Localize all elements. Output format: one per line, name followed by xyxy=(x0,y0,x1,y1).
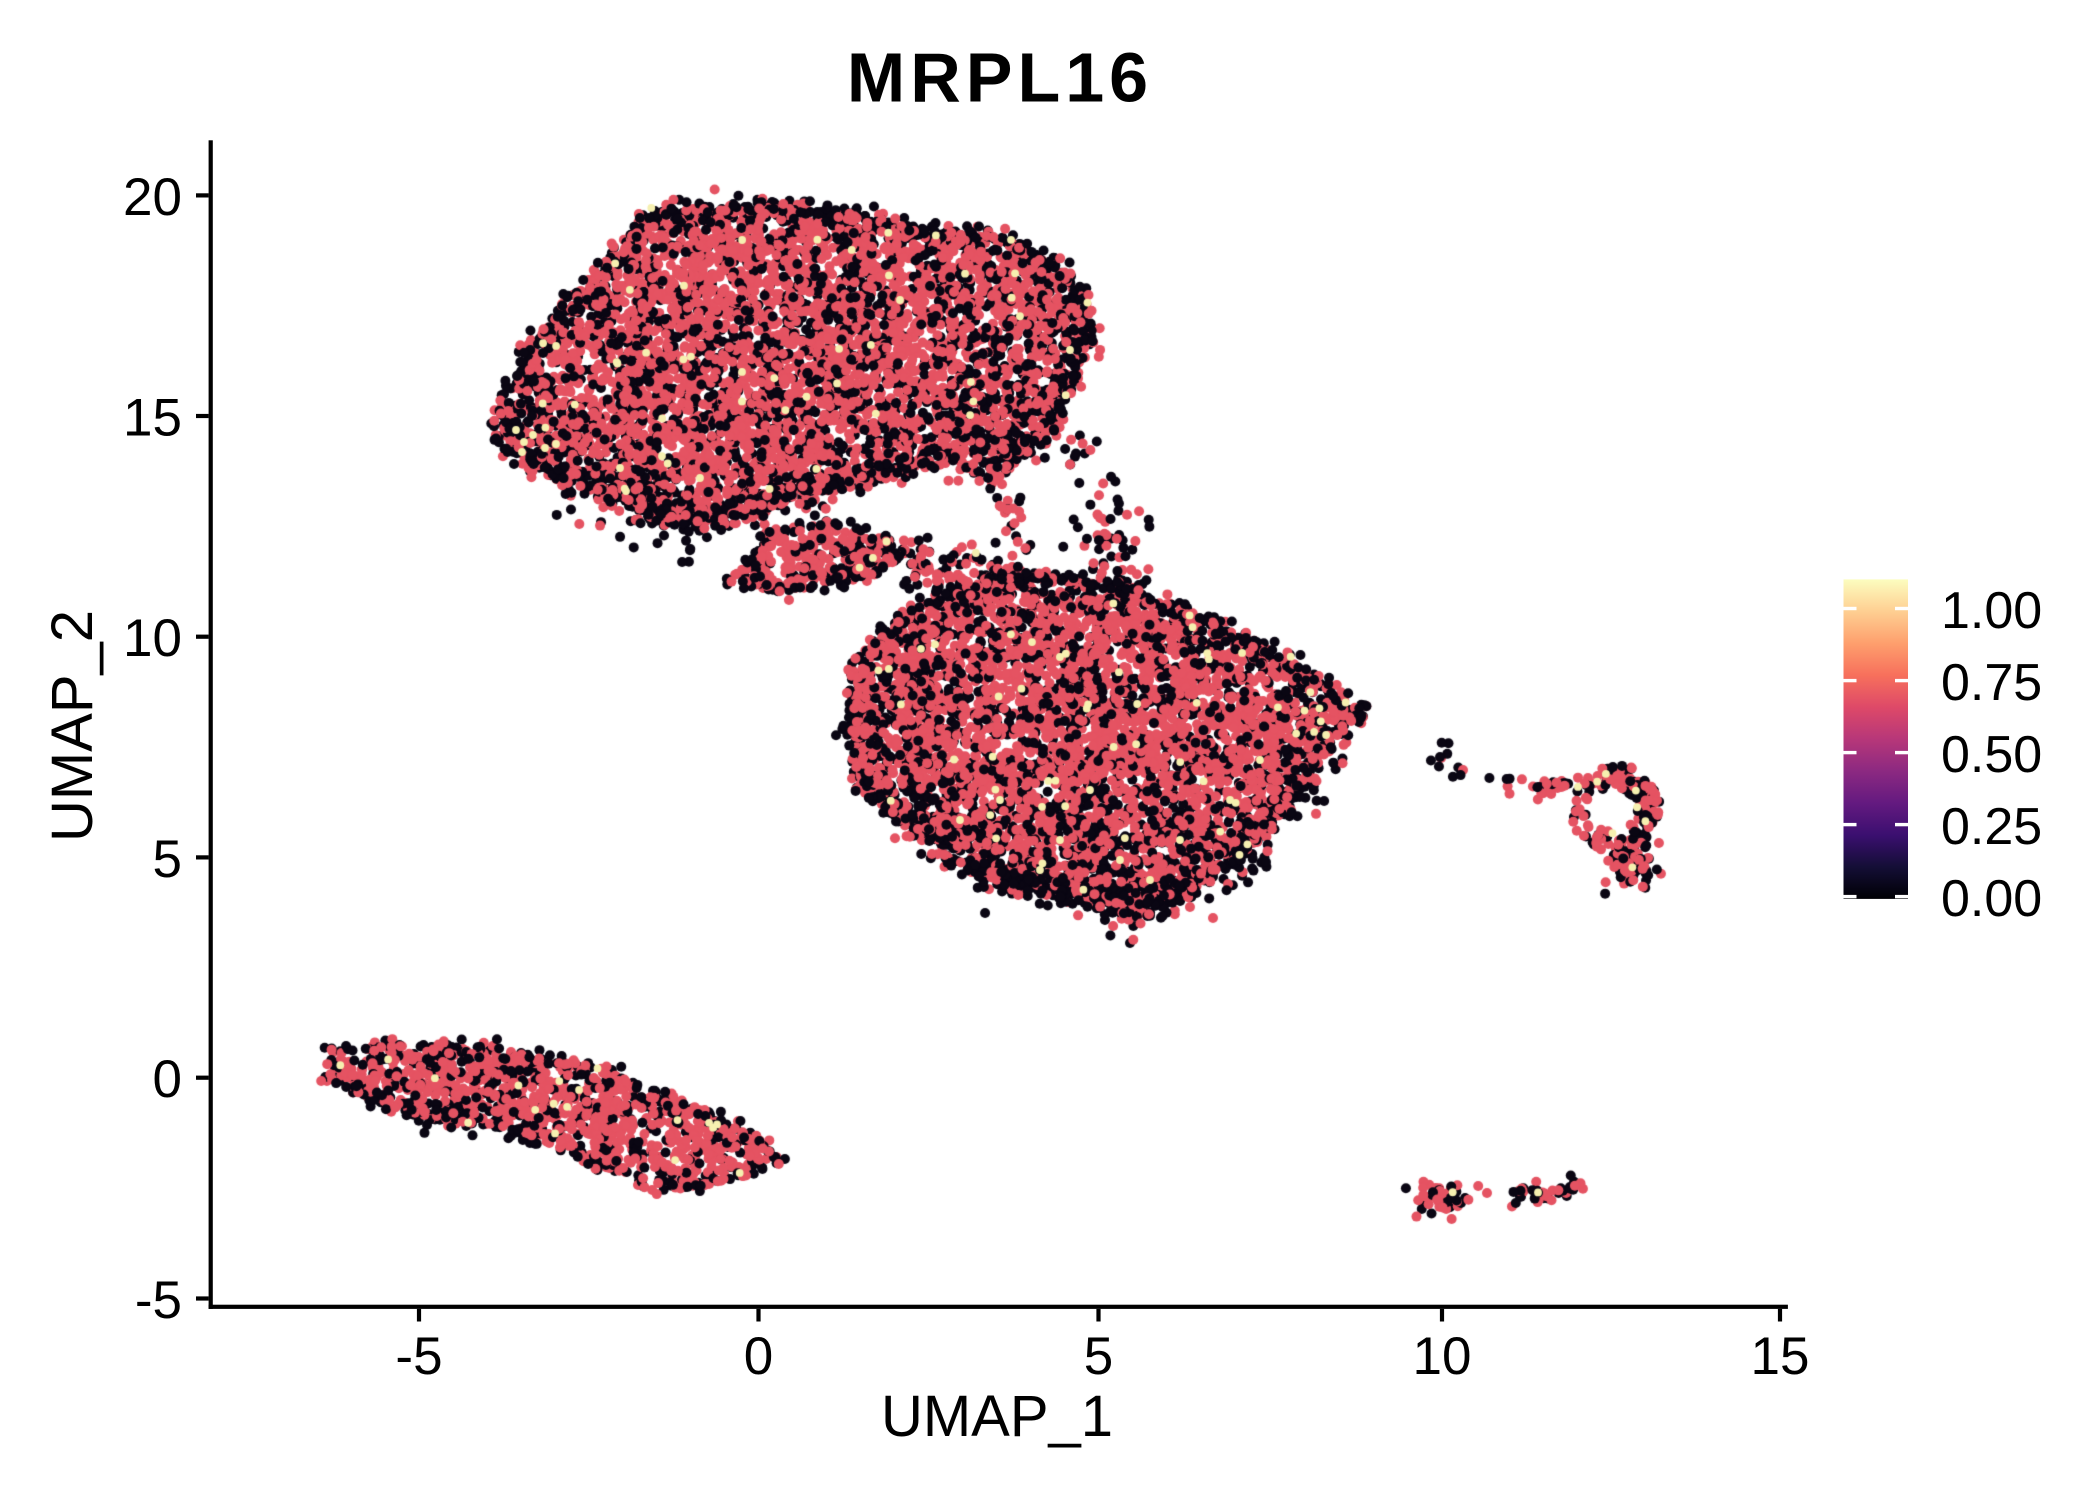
svg-text:MRPL16: MRPL16 xyxy=(847,39,1153,117)
svg-text:15: 15 xyxy=(1751,1327,1810,1386)
svg-text:1.00: 1.00 xyxy=(1941,582,2042,640)
svg-text:0.25: 0.25 xyxy=(1941,798,2042,856)
svg-text:20: 20 xyxy=(123,168,182,227)
svg-text:0: 0 xyxy=(744,1327,773,1386)
svg-text:0: 0 xyxy=(153,1050,182,1109)
svg-text:-5: -5 xyxy=(395,1327,442,1386)
svg-text:10: 10 xyxy=(123,609,182,668)
svg-text:0.50: 0.50 xyxy=(1941,726,2042,784)
svg-text:-5: -5 xyxy=(135,1271,182,1330)
svg-text:10: 10 xyxy=(1413,1327,1472,1386)
svg-text:5: 5 xyxy=(153,830,182,889)
svg-text:5: 5 xyxy=(1084,1327,1113,1386)
svg-text:15: 15 xyxy=(123,389,182,448)
svg-text:UMAP_1: UMAP_1 xyxy=(881,1384,1113,1449)
svg-text:UMAP_2: UMAP_2 xyxy=(40,610,105,842)
svg-text:0.75: 0.75 xyxy=(1941,654,2042,712)
svg-text:0.00: 0.00 xyxy=(1941,870,2042,928)
